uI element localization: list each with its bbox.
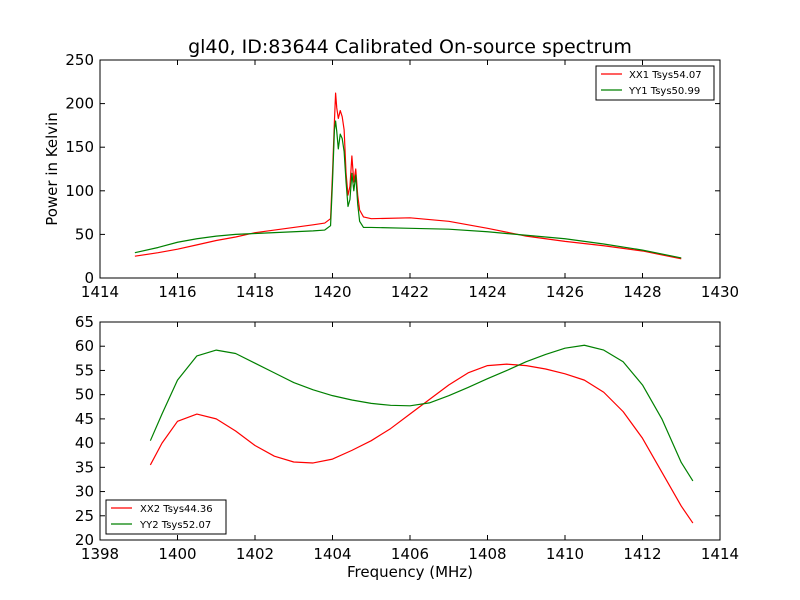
top-y-tick-label: 250	[65, 51, 94, 69]
top-x-tick-label: 1426	[546, 283, 584, 301]
top-y-tick-label: 200	[65, 95, 94, 113]
bottom-y-tick-label: 50	[75, 386, 94, 404]
bottom-y-tick-label: 40	[75, 434, 94, 452]
top-series-yy1-line	[134, 120, 682, 259]
top-y-tick-label: 0	[84, 269, 94, 287]
top-axes-ticks: 1414 1416 1418 1420 1422 1424 1426 1428 1430 0 50 1…	[65, 51, 739, 301]
top-y-tick-label: 150	[65, 138, 94, 156]
figure-title: gl40, ID:83644 Calibrated On-source spec…	[188, 36, 632, 58]
top-y-tick-label: 50	[75, 225, 94, 243]
bottom-axes: 1398 1400 1402 1404 1406 1408 1410 1412 1414 20 25…	[75, 313, 739, 581]
bottom-x-tick-label: 1398	[81, 545, 119, 563]
bottom-legend-box	[105, 499, 227, 535]
bottom-y-tick-label: 60	[75, 337, 94, 355]
top-x-tick-label: 1422	[391, 283, 429, 301]
bottom-x-tick-label: 1402	[236, 545, 274, 563]
bottom-x-tick-label: 1400	[158, 545, 196, 563]
top-y-axis-label: Power in Kelvin	[43, 112, 61, 226]
bottom-x-tick-label: 1414	[701, 545, 739, 563]
bottom-x-tick-label: 1412	[623, 545, 661, 563]
top-series-xx1-line	[134, 92, 682, 260]
bottom-y-tick-label: 25	[75, 507, 94, 525]
top-plot-area	[134, 92, 682, 260]
bottom-axes-ticks: 1398 1400 1402 1404 1406 1408 1410 1412 1414 20 25…	[75, 313, 739, 563]
bottom-legend-label-yy2: YY2 Tsys52.07	[139, 520, 211, 531]
bottom-y-tick-label: 55	[75, 361, 94, 379]
top-legend: XX1 Tsys54.07 YY1 Tsys50.99	[595, 65, 715, 101]
top-legend-label-yy1: YY1 Tsys50.99	[628, 86, 700, 97]
bottom-x-tick-label: 1408	[468, 545, 506, 563]
bottom-x-tick-label: 1404	[313, 545, 351, 563]
top-legend-box	[595, 65, 715, 101]
top-x-tick-label: 1420	[313, 283, 351, 301]
top-x-tick-label: 1416	[158, 283, 196, 301]
bottom-legend: XX2 Tsys44.36 YY2 Tsys52.07	[105, 499, 227, 535]
bottom-x-tick-label: 1410	[546, 545, 584, 563]
top-x-tick-label: 1424	[468, 283, 506, 301]
top-x-tick-label: 1428	[623, 283, 661, 301]
top-y-tick-label: 100	[65, 182, 94, 200]
bottom-series-xx2-line	[149, 363, 694, 524]
bottom-y-tick-label: 65	[75, 313, 94, 331]
bottom-y-tick-label: 35	[75, 458, 94, 476]
bottom-plot-area	[149, 344, 694, 524]
bottom-legend-label-xx2: XX2 Tsys44.36	[140, 504, 213, 515]
bottom-series-yy2-line	[149, 344, 694, 482]
bottom-y-tick-label: 45	[75, 410, 94, 428]
bottom-y-tick-label: 20	[75, 531, 94, 549]
top-legend-label-xx1: XX1 Tsys54.07	[629, 70, 702, 81]
top-x-tick-label: 1414	[81, 283, 119, 301]
bottom-y-tick-label: 30	[75, 483, 94, 501]
top-x-tick-label: 1418	[236, 283, 274, 301]
top-axes: 1414 1416 1418 1420 1422 1424 1426 1428 1430 0 50 1…	[43, 51, 739, 301]
bottom-x-axis-label: Frequency (MHz)	[347, 563, 473, 581]
top-x-tick-label: 1430	[701, 283, 739, 301]
bottom-x-tick-label: 1406	[391, 545, 429, 563]
